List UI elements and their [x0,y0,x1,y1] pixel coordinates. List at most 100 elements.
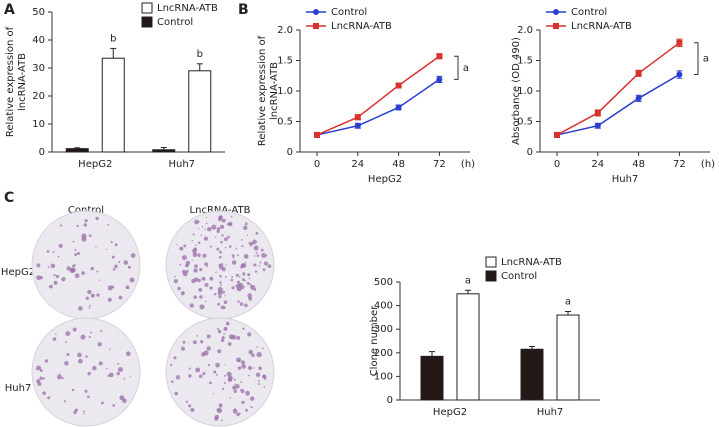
colony [81,271,85,275]
colony [258,382,261,385]
y-axis-label: Relative expression of [5,26,16,137]
colony [47,266,50,269]
x-tick-label: HepG2 [78,159,112,170]
colony [228,334,234,340]
colony [203,350,209,356]
colony [233,378,236,381]
y-tick-label: 400 [374,301,393,312]
colony [258,265,261,267]
significance-bracket [694,42,699,76]
y-tick-label: 30 [32,63,45,74]
colony [260,248,264,252]
colony [214,236,217,238]
colony [198,228,200,230]
y-tick-label: 40 [32,35,45,46]
colony [228,245,232,248]
colony [74,253,77,257]
colony [253,288,257,291]
annotation: b [197,49,203,60]
y-axis-label: Clone number [369,305,380,376]
colony [130,253,136,258]
colony [245,408,249,412]
colony [234,383,237,386]
marker [436,53,443,60]
colony [56,374,62,380]
colony [248,349,254,355]
colony [252,239,257,245]
colony [195,367,201,373]
marker [395,82,402,89]
colony [227,342,232,346]
colony [191,240,194,242]
bar [456,293,480,401]
marker [635,95,642,102]
colony [240,381,243,384]
colony [247,293,253,298]
bar [152,149,176,153]
colony [219,403,222,406]
bar [65,148,89,153]
colony [36,263,41,268]
line [556,73,680,136]
colony [182,269,186,274]
colony [96,293,100,297]
colony [216,229,220,233]
colony [233,389,237,393]
y-axis-label: Absorbance (OD 490) [511,37,522,145]
colony [192,233,195,236]
colony [248,277,251,280]
colony [180,346,185,351]
colony [65,331,71,337]
colony [221,419,223,422]
y-tick-label: 1.0 [517,86,533,97]
colony [100,401,104,405]
colony [83,412,85,415]
colony [201,276,206,281]
colony [197,220,200,223]
marker [594,122,601,129]
colony [236,412,240,417]
colony [262,347,264,350]
colony [198,374,203,379]
y-tick-label: 100 [374,371,393,382]
marker [314,131,320,138]
colony [236,280,240,284]
colony [193,268,198,273]
y-tick-label: 0 [39,147,45,158]
colony [105,248,108,251]
colony [88,307,91,309]
colony [118,295,123,300]
colony [188,404,192,408]
colony [242,272,246,276]
colony [255,231,259,235]
annotation: a [565,297,571,308]
colony [58,243,63,249]
colony [206,346,211,351]
colony [76,251,80,256]
colony [78,358,83,364]
y-tick-label: 0 [387,395,393,406]
legend-marker [313,23,319,29]
colony [188,374,192,378]
colony [181,255,187,261]
plate-column-label: LncRNA-ATB [190,205,251,216]
colony [185,260,191,266]
line [316,55,440,136]
x-tick-label: 72 [433,159,446,170]
colony [53,280,58,285]
colony [244,261,247,264]
x-tick-label: 48 [392,159,405,170]
colony [209,286,213,290]
colony [96,270,99,273]
bar [520,348,544,401]
colony [174,391,179,396]
colony [222,387,225,391]
colony [61,377,64,380]
colony [112,404,115,407]
legend-label: LncRNA-ATB [501,257,562,268]
colony [199,295,203,299]
colony [224,295,226,297]
colony [122,398,127,404]
colony [196,334,199,337]
